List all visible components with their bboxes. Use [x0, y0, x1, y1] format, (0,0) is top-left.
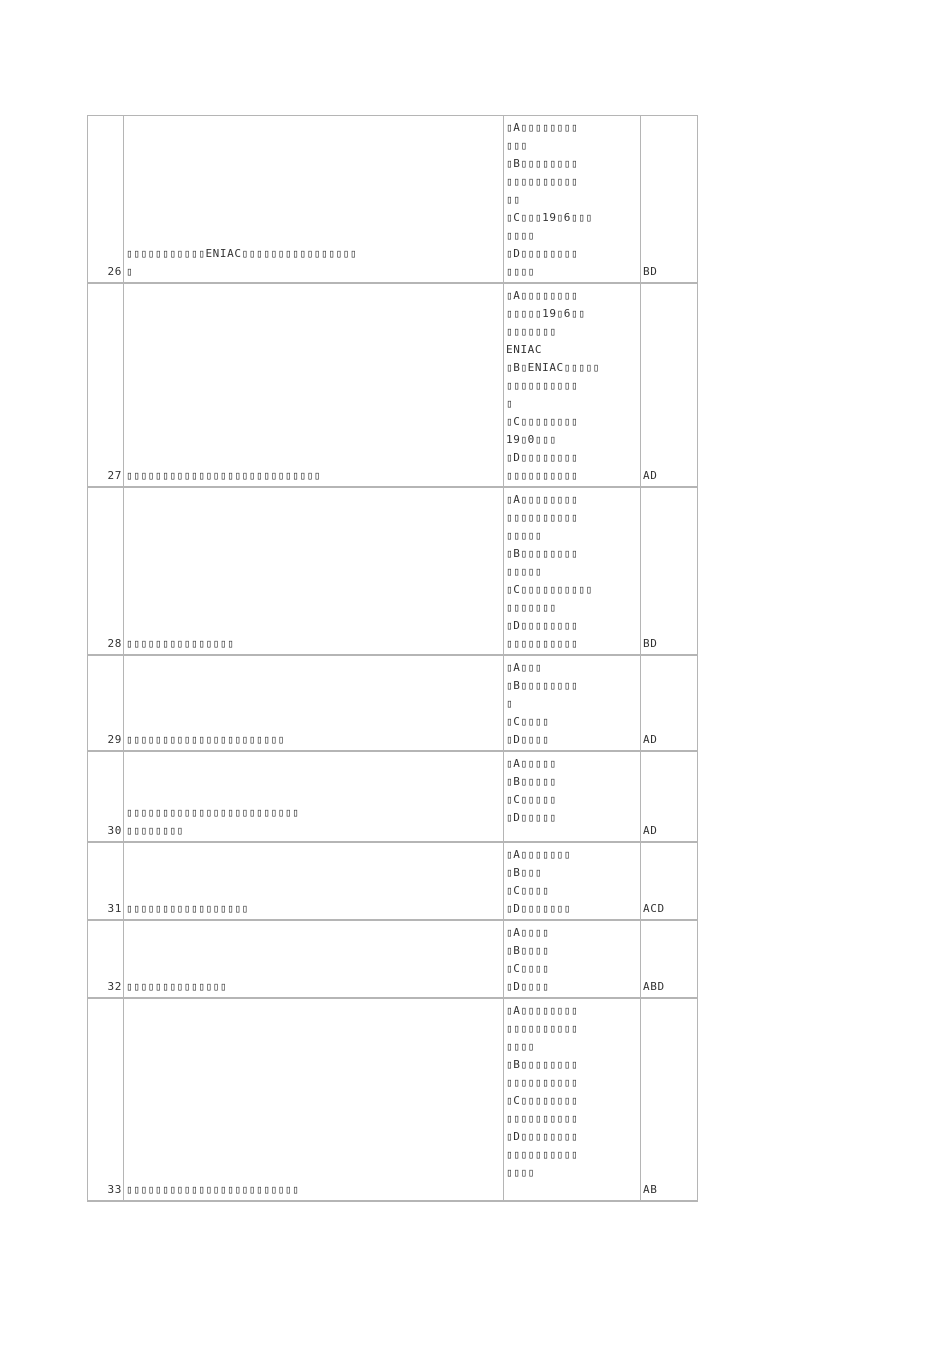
- table-row: 28 ▯▯▯▯▯▯▯▯▯▯▯▯▯▯▯ ▯A▯▯▯▯▯▯▯▯ ▯▯▯▯▯▯▯▯▯▯ ▯…: [87, 486, 698, 656]
- question-options: ▯A▯▯▯▯▯▯▯▯ ▯▯▯ ▯B▯▯▯▯▯▯▯▯ ▯▯▯▯▯▯▯▯▯▯ ▯▯ …: [503, 115, 641, 284]
- question-options: ▯A▯▯▯▯▯▯▯▯ ▯▯▯▯▯19▯6▯▯ ▯▯▯▯▯▯▯ ENIAC ▯B▯…: [503, 282, 641, 488]
- answer: ACD: [640, 841, 698, 921]
- question-table: 26 ▯▯▯▯▯▯▯▯▯▯▯ENIAC▯▯▯▯▯▯▯▯▯▯▯▯▯▯▯▯ ▯ ▯A▯▯…: [87, 115, 698, 1202]
- question-number: 27: [87, 282, 124, 488]
- question-number: 29: [87, 654, 124, 752]
- table-row: 26 ▯▯▯▯▯▯▯▯▯▯▯ENIAC▯▯▯▯▯▯▯▯▯▯▯▯▯▯▯▯ ▯ ▯A▯▯…: [87, 115, 698, 284]
- table-row: 33 ▯▯▯▯▯▯▯▯▯▯▯▯▯▯▯▯▯▯▯▯▯▯▯▯ ▯A▯▯▯▯▯▯▯▯ ▯▯▯…: [87, 997, 698, 1202]
- question-options: ▯A▯▯▯▯▯▯▯▯ ▯▯▯▯▯▯▯▯▯▯ ▯▯▯▯▯ ▯B▯▯▯▯▯▯▯▯ ▯…: [503, 486, 641, 656]
- question-text: ▯▯▯▯▯▯▯▯▯▯▯▯▯▯: [123, 919, 504, 999]
- table-row: 27 ▯▯▯▯▯▯▯▯▯▯▯▯▯▯▯▯▯▯▯▯▯▯▯▯▯▯▯ ▯A▯▯▯▯▯▯▯▯ …: [87, 282, 698, 488]
- question-number: 32: [87, 919, 124, 999]
- answer: AD: [640, 750, 698, 843]
- table-row: 31 ▯▯▯▯▯▯▯▯▯▯▯▯▯▯▯▯▯ ▯A▯▯▯▯▯▯▯ ▯B▯▯▯ ▯C▯▯▯…: [87, 841, 698, 921]
- question-options: ▯A▯▯▯▯▯ ▯B▯▯▯▯▯ ▯C▯▯▯▯▯ ▯D▯▯▯▯▯: [503, 750, 641, 843]
- question-number: 26: [87, 115, 124, 284]
- answer: AD: [640, 282, 698, 488]
- question-number: 33: [87, 997, 124, 1202]
- question-number: 31: [87, 841, 124, 921]
- question-text: ▯▯▯▯▯▯▯▯▯▯▯▯▯▯▯▯▯▯▯▯▯▯▯▯: [123, 997, 504, 1202]
- answer: BD: [640, 486, 698, 656]
- question-text: ▯▯▯▯▯▯▯▯▯▯▯ENIAC▯▯▯▯▯▯▯▯▯▯▯▯▯▯▯▯ ▯: [123, 115, 504, 284]
- answer: AB: [640, 997, 698, 1202]
- question-text: ▯▯▯▯▯▯▯▯▯▯▯▯▯▯▯▯▯▯▯▯▯▯▯▯▯▯▯: [123, 282, 504, 488]
- table-row: 30 ▯▯▯▯▯▯▯▯▯▯▯▯▯▯▯▯▯▯▯▯▯▯▯▯ ▯▯▯▯▯▯▯▯ ▯A▯▯▯…: [87, 750, 698, 843]
- question-options: ▯A▯▯▯▯ ▯B▯▯▯▯ ▯C▯▯▯▯ ▯D▯▯▯▯: [503, 919, 641, 999]
- table-row: 32 ▯▯▯▯▯▯▯▯▯▯▯▯▯▯ ▯A▯▯▯▯ ▯B▯▯▯▯ ▯C▯▯▯▯ ▯D▯…: [87, 919, 698, 999]
- question-options: ▯A▯▯▯ ▯B▯▯▯▯▯▯▯▯ ▯ ▯C▯▯▯▯ ▯D▯▯▯▯: [503, 654, 641, 752]
- question-options: ▯A▯▯▯▯▯▯▯▯ ▯▯▯▯▯▯▯▯▯▯ ▯▯▯▯ ▯B▯▯▯▯▯▯▯▯ ▯▯…: [503, 997, 641, 1202]
- question-text: ▯▯▯▯▯▯▯▯▯▯▯▯▯▯▯▯▯▯▯▯▯▯▯▯ ▯▯▯▯▯▯▯▯: [123, 750, 504, 843]
- question-text: ▯▯▯▯▯▯▯▯▯▯▯▯▯▯▯▯▯: [123, 841, 504, 921]
- question-text: ▯▯▯▯▯▯▯▯▯▯▯▯▯▯▯: [123, 486, 504, 656]
- question-options: ▯A▯▯▯▯▯▯▯ ▯B▯▯▯ ▯C▯▯▯▯ ▯D▯▯▯▯▯▯▯: [503, 841, 641, 921]
- question-number: 30: [87, 750, 124, 843]
- question-text: ▯▯▯▯▯▯▯▯▯▯▯▯▯▯▯▯▯▯▯▯▯▯: [123, 654, 504, 752]
- answer: AD: [640, 654, 698, 752]
- answer: BD: [640, 115, 698, 284]
- table-row: 29 ▯▯▯▯▯▯▯▯▯▯▯▯▯▯▯▯▯▯▯▯▯▯ ▯A▯▯▯ ▯B▯▯▯▯▯▯▯▯…: [87, 654, 698, 752]
- question-number: 28: [87, 486, 124, 656]
- answer: ABD: [640, 919, 698, 999]
